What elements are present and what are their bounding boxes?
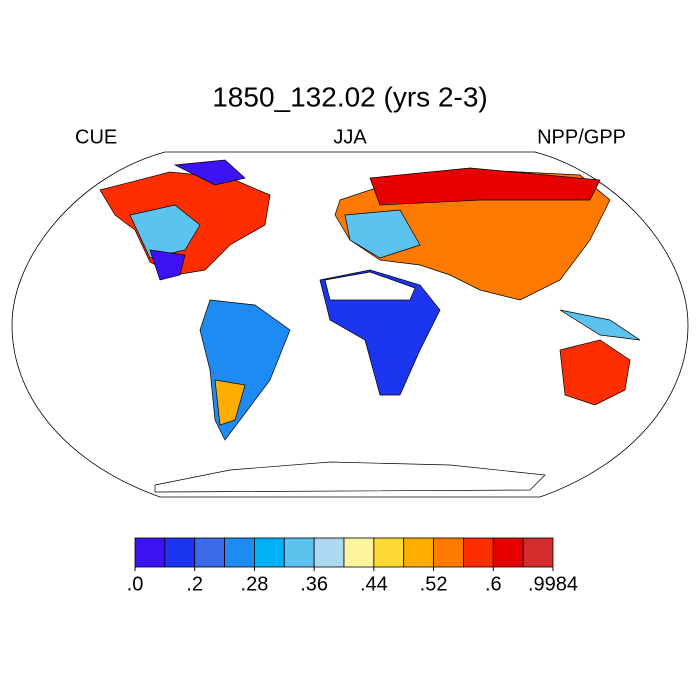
- colorbar-box: [194, 537, 225, 568]
- eurasia-north: [369, 167, 601, 206]
- colorbar-box: [224, 537, 255, 568]
- colorbar-label: .0: [127, 573, 144, 595]
- colorbar-box: [283, 537, 315, 568]
- colorbar-label: .52: [420, 573, 448, 595]
- colorbar-label: .2: [186, 573, 203, 595]
- colorbar-box: [373, 537, 405, 568]
- colorbar-box: [522, 537, 554, 568]
- map: [11, 151, 689, 498]
- europe: [344, 209, 421, 259]
- arctic-islands: [173, 159, 246, 186]
- colorbar-box: [343, 537, 375, 568]
- colorbar-box: [463, 537, 494, 568]
- australia: [559, 339, 631, 406]
- south-america-south: [214, 379, 246, 426]
- colorbar-box: [403, 537, 434, 568]
- colorbar: .0 .2 .28 .36 .44 .52 .6 .9984: [127, 537, 578, 595]
- antarctica: [154, 461, 546, 493]
- colorbar-label: .9984: [528, 573, 578, 595]
- colorbar-box: [254, 537, 285, 568]
- colorbar-box: [433, 537, 464, 568]
- sahara: [324, 271, 416, 301]
- southeast-asia: [559, 309, 641, 341]
- right-label: NPP/GPP: [537, 126, 626, 148]
- left-label: CUE: [75, 126, 117, 148]
- title: 1850_132.02 (yrs 2-3): [212, 81, 488, 112]
- north-america-south: [149, 249, 186, 281]
- colorbar-box: [134, 537, 166, 568]
- colorbar-box: [313, 537, 345, 568]
- colorbar-box: [492, 537, 524, 568]
- center-label: JJA: [333, 126, 367, 148]
- colorbar-label: .44: [360, 573, 388, 595]
- africa: [319, 269, 441, 396]
- colorbar-label: .6: [485, 573, 502, 595]
- colorbar-label: .36: [300, 573, 328, 595]
- north-america-west: [129, 204, 201, 259]
- colorbar-label: .28: [241, 573, 269, 595]
- colorbar-box: [164, 537, 196, 568]
